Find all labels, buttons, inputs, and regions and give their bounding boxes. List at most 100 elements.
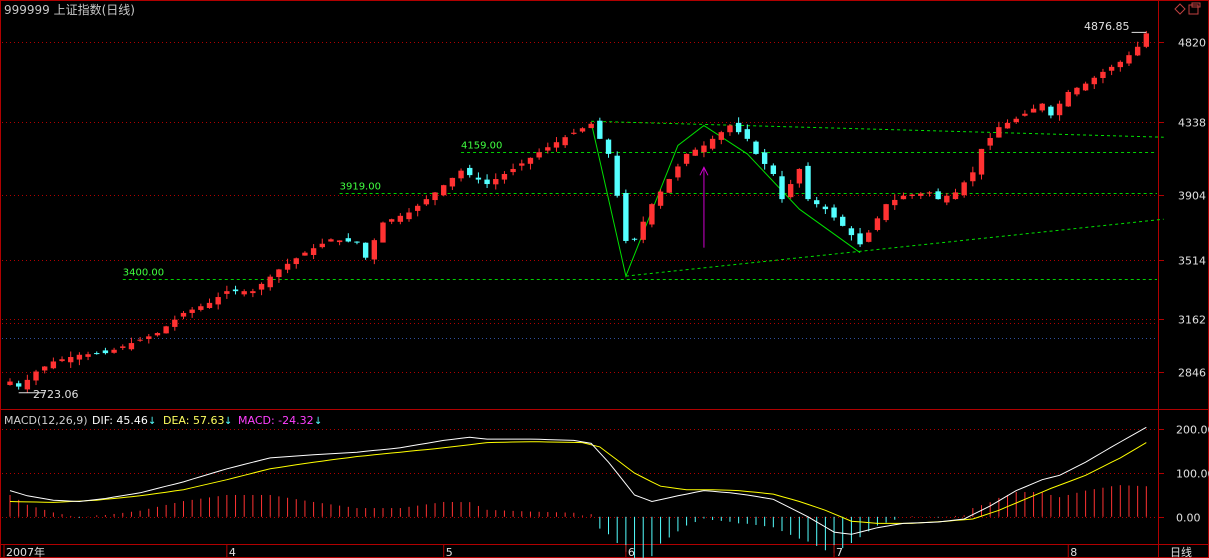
candle-body — [42, 366, 48, 371]
candle-body — [631, 238, 638, 240]
candle — [718, 130, 724, 145]
candle — [883, 203, 889, 223]
candle — [423, 195, 430, 206]
macd-axis: 200.00 100.00 0.00 — [1158, 424, 1209, 525]
candle-body — [814, 200, 820, 205]
candle — [579, 127, 586, 133]
candle — [1065, 89, 1071, 107]
candlesticks — [7, 30, 1150, 394]
candle — [94, 351, 100, 355]
candle — [1039, 102, 1045, 113]
candle — [241, 289, 247, 297]
candle — [328, 238, 334, 242]
candle — [727, 124, 733, 136]
candle — [215, 292, 221, 310]
candle — [137, 336, 143, 342]
candle — [371, 238, 378, 265]
candle — [536, 148, 542, 160]
candle-body — [85, 354, 91, 357]
candle-body — [675, 166, 681, 178]
candle-body — [293, 258, 299, 265]
candle — [154, 332, 161, 337]
candle-body — [562, 137, 568, 146]
candle-body — [709, 138, 716, 149]
price-tick-4338: 4338 — [1178, 117, 1206, 130]
candle-body — [137, 339, 143, 341]
candle — [909, 193, 915, 199]
candle-body — [579, 128, 586, 132]
candle-body — [371, 240, 378, 260]
candle — [970, 166, 976, 187]
time-axis: 2007年 4 5 6 7 8 — [3, 545, 1077, 558]
candle — [293, 257, 299, 269]
pattern-lines — [590, 120, 1164, 278]
candle — [814, 196, 820, 208]
candle-body — [597, 120, 603, 139]
candle — [163, 325, 169, 334]
candle-body — [918, 193, 924, 196]
price-tick-3162: 3162 — [1178, 314, 1206, 327]
candle-body — [432, 192, 438, 201]
candle-body — [336, 240, 343, 243]
candle — [987, 133, 993, 150]
candle — [918, 192, 924, 199]
candle-body — [501, 174, 508, 180]
candle-body — [180, 312, 187, 317]
candle — [224, 285, 230, 299]
candle-body — [614, 155, 620, 196]
candle — [735, 117, 742, 135]
candle — [319, 238, 325, 249]
price-tick-2846: 2846 — [1178, 367, 1206, 380]
candle-body — [198, 306, 204, 310]
candle-body — [258, 283, 265, 290]
candle-body — [1117, 61, 1123, 68]
candle — [189, 307, 195, 318]
candle-body — [380, 222, 386, 243]
candle-body — [1056, 103, 1063, 116]
candle — [76, 352, 83, 366]
candle-body — [1082, 83, 1089, 91]
candle-body — [189, 309, 195, 313]
trend-line-2 — [591, 120, 1164, 138]
candle-body — [128, 343, 135, 350]
candle-body — [952, 192, 959, 200]
candle — [406, 208, 412, 222]
support-label-3919.00: 3919.00 — [340, 182, 381, 193]
candle-body — [761, 152, 768, 164]
candle-body — [805, 165, 811, 200]
diamond-icon[interactable] — [1174, 3, 1186, 15]
dif-line — [9, 426, 1147, 535]
candle — [562, 135, 568, 148]
price-axis: 4820 4338 3904 3514 3162 2846 — [1158, 37, 1206, 380]
candle — [770, 163, 777, 176]
candle-body — [883, 204, 889, 221]
candle-body — [362, 242, 369, 258]
candle-body — [935, 191, 941, 200]
candle-body — [59, 359, 65, 362]
candle — [50, 357, 57, 370]
macd-tick-label-200: 200.00 — [1176, 424, 1209, 437]
zigzag-line — [590, 122, 861, 278]
support-lines: 3400.00 3919.00 4159.00 — [122, 141, 1157, 280]
candle — [1126, 51, 1132, 67]
candle — [614, 151, 620, 198]
candle — [701, 141, 707, 158]
candle — [952, 188, 959, 200]
support-label-4159.00: 4159.00 — [461, 141, 502, 152]
candle-body — [302, 252, 308, 256]
candle-body — [449, 177, 456, 187]
candle-body — [753, 141, 759, 154]
candle — [709, 135, 716, 151]
candle-body — [172, 319, 178, 327]
time-label-8: 8 — [1070, 546, 1077, 558]
candle-body — [527, 157, 534, 164]
candle-body — [1134, 46, 1141, 56]
candle — [519, 159, 525, 171]
candle — [397, 213, 404, 225]
candle — [120, 344, 126, 350]
candle — [1134, 41, 1141, 57]
candle-body — [735, 122, 742, 133]
macd-dif-label: DIF: 45.46 — [92, 414, 148, 427]
restore-icon[interactable] — [1188, 2, 1201, 15]
